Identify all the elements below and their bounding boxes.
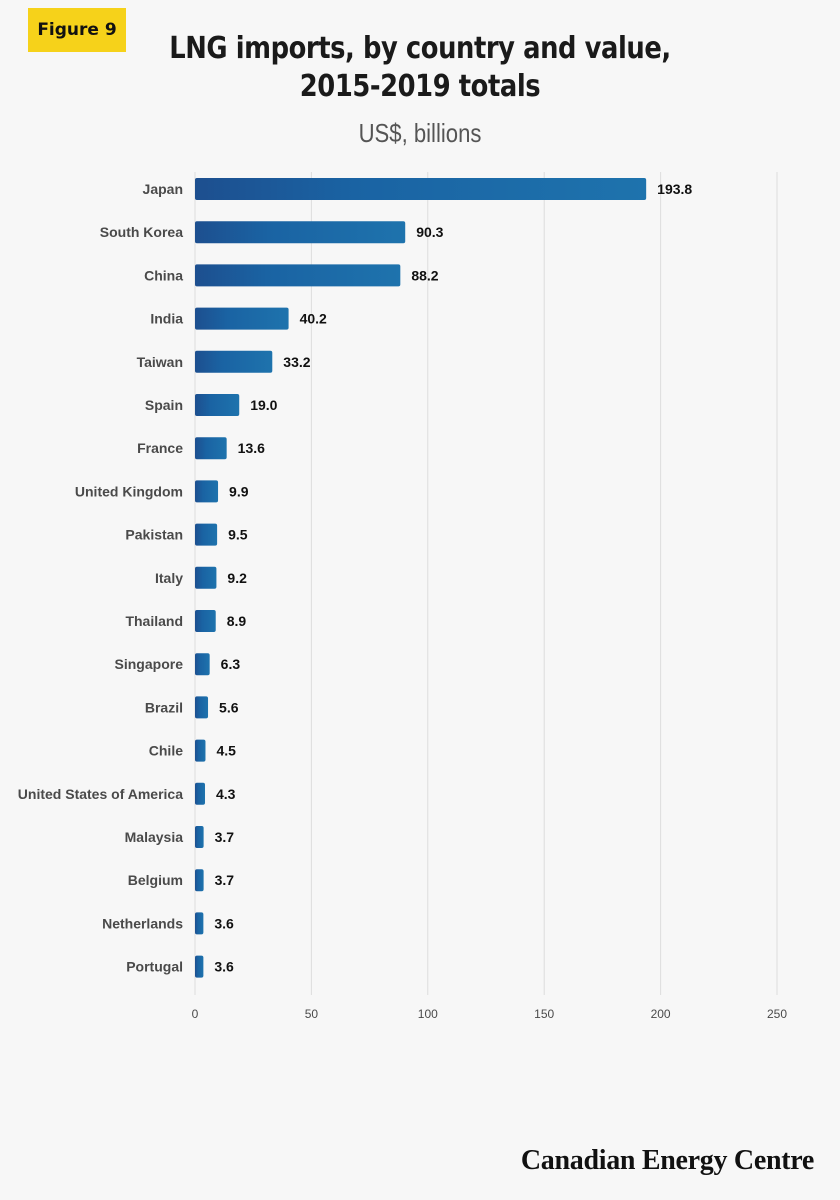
bar xyxy=(195,307,289,330)
footer-brand: Canadian Energy Centre xyxy=(520,1145,814,1176)
category-label: Malaysia xyxy=(125,829,184,845)
bar xyxy=(195,869,204,892)
category-label: Japan xyxy=(143,181,183,197)
x-tick-label: 100 xyxy=(418,1007,438,1021)
bars xyxy=(195,178,647,978)
value-label: 19.0 xyxy=(250,397,277,413)
value-label: 6.3 xyxy=(221,656,241,672)
category-label: Brazil xyxy=(145,699,183,715)
category-label: Thailand xyxy=(125,613,183,629)
value-label: 88.2 xyxy=(411,267,438,283)
chart-title: LNG imports, by country and value, 2015-… xyxy=(162,30,678,106)
value-label: 9.5 xyxy=(228,527,248,543)
value-label: 4.3 xyxy=(216,786,236,802)
bar xyxy=(195,653,210,676)
category-label: Spain xyxy=(145,397,183,413)
bar xyxy=(195,221,406,244)
bar xyxy=(195,739,206,762)
bar xyxy=(195,955,204,978)
bar xyxy=(195,826,204,848)
value-label: 9.2 xyxy=(227,570,247,586)
bar xyxy=(195,566,217,589)
figure-badge: Figure 9 xyxy=(28,8,126,52)
x-tick-label: 150 xyxy=(534,1007,554,1021)
bar xyxy=(195,480,219,503)
category-label: Chile xyxy=(149,743,183,759)
bar xyxy=(195,394,240,416)
value-label: 90.3 xyxy=(416,224,443,240)
bar xyxy=(195,696,209,719)
category-label: Italy xyxy=(155,570,183,586)
value-label: 40.2 xyxy=(300,311,327,327)
bar-chart: Japan 193.8 South Korea 90.3 China 88.2 India 4… xyxy=(18,172,788,1021)
bar xyxy=(195,264,401,287)
bar xyxy=(195,610,216,632)
bar xyxy=(195,523,218,546)
category-label: Singapore xyxy=(115,656,184,672)
value-label: 4.5 xyxy=(216,743,236,759)
x-tick-label: 0 xyxy=(192,1007,199,1021)
value-label: 13.6 xyxy=(238,440,265,456)
grid-lines xyxy=(194,172,778,995)
category-label: India xyxy=(150,311,183,327)
value-label: 3.7 xyxy=(215,829,235,845)
x-axis-ticks: 0 50 100 150 200 250 xyxy=(192,1007,788,1021)
value-label: 5.6 xyxy=(219,699,239,715)
value-label: 33.2 xyxy=(283,354,310,370)
x-tick-label: 50 xyxy=(305,1007,319,1021)
x-tick-label: 250 xyxy=(767,1007,787,1021)
value-label: 3.6 xyxy=(214,915,234,931)
chart-title-line-1: LNG imports, by country and value, xyxy=(169,31,671,66)
value-label: 8.9 xyxy=(227,613,247,629)
bar xyxy=(195,178,647,200)
labels: Japan 193.8 South Korea 90.3 China 88.2 India 4… xyxy=(18,181,693,975)
category-label: United States of America xyxy=(18,786,183,802)
category-label: Portugal xyxy=(126,959,183,975)
x-tick-label: 200 xyxy=(651,1007,671,1021)
value-label: 193.8 xyxy=(657,181,692,197)
bar xyxy=(195,782,206,805)
category-label: Netherlands xyxy=(102,915,183,931)
value-label: 9.9 xyxy=(229,483,249,499)
bar xyxy=(195,437,227,460)
value-label: 3.7 xyxy=(215,872,235,888)
category-label: China xyxy=(144,267,183,283)
category-label: France xyxy=(137,440,183,456)
value-label: 3.6 xyxy=(214,959,234,975)
category-label: United Kingdom xyxy=(75,483,183,499)
category-label: Pakistan xyxy=(125,527,183,543)
chart-title-line-2: 2015-2019 totals xyxy=(299,69,541,104)
bar xyxy=(195,912,204,935)
category-label: Belgium xyxy=(128,872,183,888)
category-label: Taiwan xyxy=(137,354,183,370)
bar xyxy=(195,350,273,373)
category-label: South Korea xyxy=(100,224,183,240)
chart-subtitle: US$, billions xyxy=(358,118,482,148)
